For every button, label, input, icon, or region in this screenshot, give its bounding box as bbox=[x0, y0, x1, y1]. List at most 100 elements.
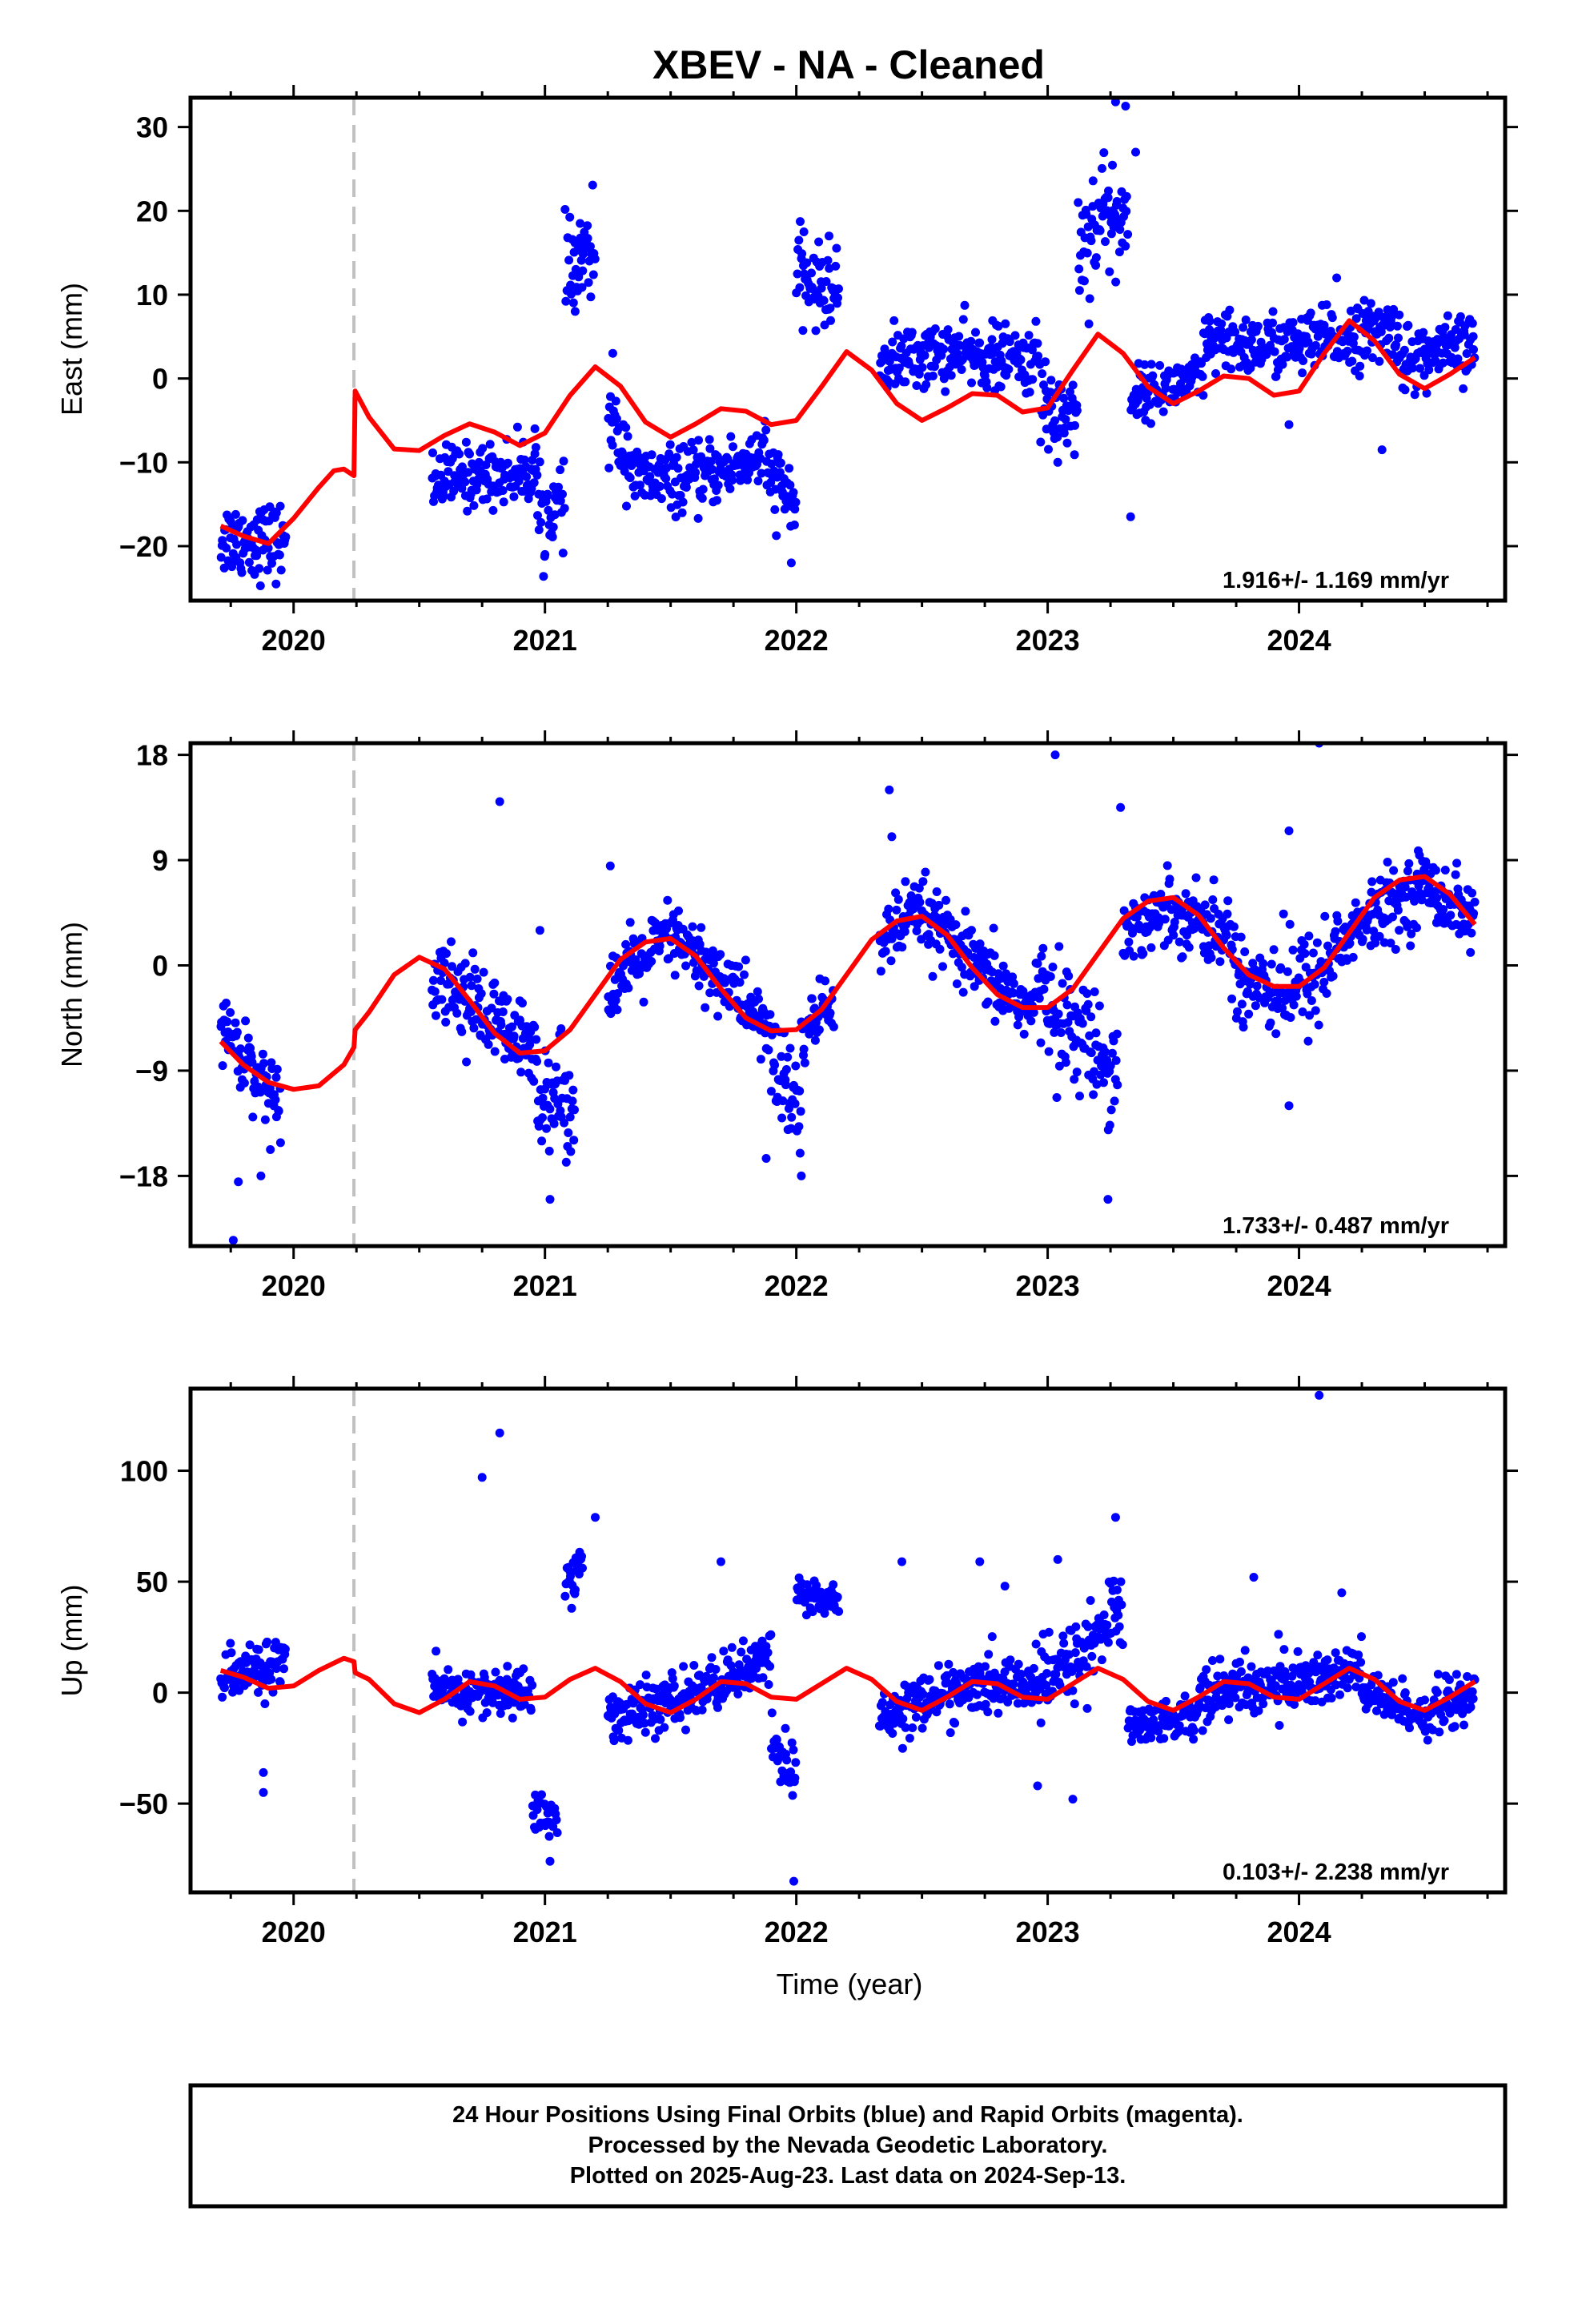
east-data-point bbox=[1086, 236, 1096, 246]
up-data-point bbox=[656, 1715, 665, 1724]
east-data-point bbox=[1227, 364, 1236, 374]
north-data-point bbox=[1090, 1067, 1099, 1076]
north-data-point bbox=[766, 1087, 776, 1096]
east-data-point bbox=[1197, 359, 1206, 368]
north-data-point bbox=[1154, 919, 1164, 928]
east-data-point bbox=[697, 493, 707, 503]
east-data-point bbox=[897, 341, 906, 351]
east-data-point bbox=[550, 510, 560, 520]
up-data-point bbox=[934, 1661, 943, 1671]
north-data-point bbox=[785, 1043, 795, 1053]
east-data-point bbox=[539, 572, 548, 581]
east-data-point bbox=[726, 432, 736, 441]
north-data-point bbox=[1092, 1080, 1102, 1089]
east-data-point bbox=[1298, 368, 1307, 378]
north-data-point bbox=[1110, 1096, 1119, 1106]
east-data-point bbox=[917, 363, 927, 372]
east-data-point bbox=[564, 255, 574, 265]
north-data-point bbox=[489, 989, 499, 999]
east-data-point bbox=[1148, 371, 1158, 380]
up-x-tick-label: 2021 bbox=[513, 1916, 577, 1948]
up-data-point bbox=[458, 1717, 468, 1727]
east-data-point bbox=[790, 505, 800, 514]
up-data-point bbox=[1450, 1722, 1460, 1731]
north-data-point bbox=[274, 1106, 283, 1116]
north-data-point bbox=[447, 937, 456, 947]
east-data-point bbox=[498, 486, 508, 495]
north-data-point bbox=[810, 1035, 820, 1045]
east-data-point bbox=[590, 254, 600, 263]
up-data-point bbox=[1102, 1620, 1112, 1630]
north-data-point bbox=[754, 994, 763, 1003]
east-data-point bbox=[556, 496, 565, 505]
east-data-point bbox=[1288, 318, 1298, 328]
east-data-point bbox=[535, 457, 544, 467]
east-data-point bbox=[901, 377, 910, 387]
east-outlier-point bbox=[1053, 457, 1062, 467]
up-outlier-point bbox=[1337, 1588, 1347, 1598]
up-data-point bbox=[245, 1640, 255, 1650]
east-data-point bbox=[798, 326, 808, 336]
up-data-point bbox=[1031, 1639, 1041, 1649]
up-data-point bbox=[1103, 1638, 1113, 1647]
east-data-point bbox=[544, 505, 553, 515]
north-data-point bbox=[1279, 909, 1288, 919]
north-data-point bbox=[1311, 1006, 1320, 1015]
east-data-point bbox=[428, 448, 437, 457]
up-outlier-point bbox=[591, 1513, 600, 1522]
up-data-point bbox=[944, 1659, 954, 1669]
east-data-point bbox=[531, 443, 540, 452]
east-data-point bbox=[1375, 356, 1384, 366]
north-data-point bbox=[1312, 938, 1322, 947]
east-data-point bbox=[585, 242, 595, 251]
north-data-point bbox=[1401, 892, 1411, 902]
north-model-curve bbox=[219, 874, 1477, 1092]
up-outlier-point bbox=[259, 1767, 268, 1777]
up-data-point bbox=[1343, 1683, 1352, 1693]
north-data-point bbox=[1417, 895, 1427, 905]
north-data-point bbox=[914, 883, 924, 893]
east-data-point bbox=[455, 449, 464, 459]
north-data-point bbox=[549, 1119, 559, 1128]
north-data-point bbox=[1322, 989, 1331, 998]
east-data-point bbox=[558, 489, 567, 499]
east-data-point bbox=[706, 456, 716, 466]
up-data-point bbox=[713, 1703, 722, 1712]
up-data-point bbox=[897, 1743, 907, 1753]
east-data-point bbox=[1389, 304, 1399, 314]
north-data-point bbox=[1208, 895, 1218, 904]
north-data-point bbox=[621, 939, 631, 949]
east-data-point bbox=[671, 513, 681, 521]
east-outlier-point bbox=[576, 219, 585, 228]
north-data-point bbox=[611, 995, 620, 1005]
east-data-point bbox=[785, 480, 795, 490]
east-data-point bbox=[263, 565, 272, 575]
east-data-point bbox=[665, 440, 675, 449]
east-data-point bbox=[439, 491, 448, 501]
north-data-point bbox=[1170, 917, 1179, 927]
east-data-point bbox=[1239, 323, 1248, 332]
north-data-point bbox=[538, 1113, 547, 1123]
up-data-point bbox=[973, 1690, 982, 1699]
east-data-point bbox=[1299, 356, 1308, 365]
east-data-point bbox=[1392, 321, 1402, 331]
east-data-point bbox=[1199, 391, 1208, 400]
up-data-point bbox=[767, 1708, 777, 1718]
north-data-point bbox=[1138, 949, 1148, 959]
up-data-point bbox=[482, 1708, 492, 1718]
east-data-point bbox=[723, 454, 733, 464]
up-data-point bbox=[1327, 1693, 1336, 1703]
up-data-point bbox=[1112, 1585, 1122, 1594]
north-data-point bbox=[989, 923, 998, 933]
up-data-point bbox=[1198, 1726, 1207, 1735]
up-data-point bbox=[1109, 1576, 1118, 1586]
up-data-point bbox=[465, 1707, 475, 1716]
north-data-point bbox=[556, 1024, 566, 1033]
east-data-point bbox=[1140, 360, 1150, 369]
east-data-point bbox=[1053, 432, 1062, 442]
north-data-point bbox=[765, 1010, 775, 1019]
up-data-point bbox=[1323, 1655, 1332, 1665]
up-data-point bbox=[1400, 1688, 1410, 1698]
east-data-point bbox=[503, 458, 512, 468]
north-data-point bbox=[1070, 1075, 1079, 1084]
